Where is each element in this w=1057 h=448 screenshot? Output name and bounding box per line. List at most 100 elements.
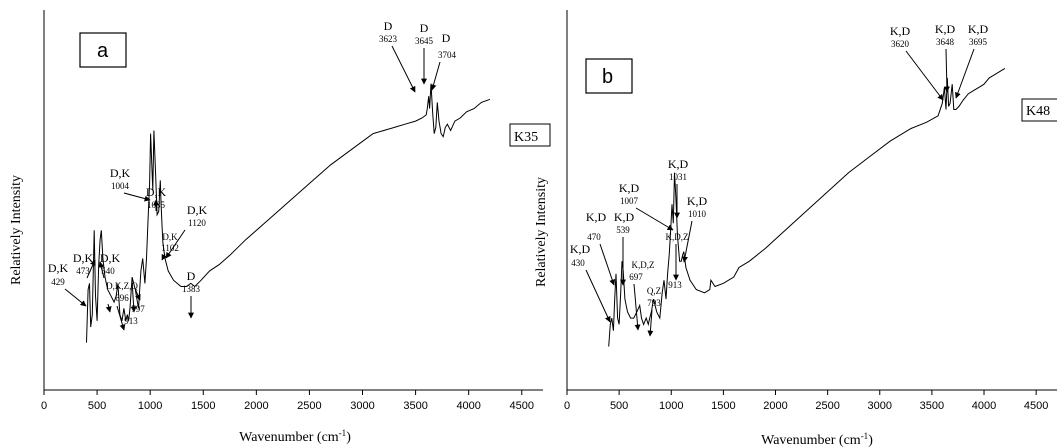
ann-a-3704-value: 3704 [438, 50, 457, 60]
ann-b-913-value: 913 [668, 280, 682, 290]
panel-b-x-label-sup: -1 [861, 431, 869, 441]
panel-a-x-tick-label-0: 0 [41, 400, 47, 412]
panel-a-letter: a [97, 40, 109, 62]
panel-b-x-tick-label-1500: 1500 [711, 400, 735, 412]
panel-b-spectrum-line [608, 67, 1006, 347]
panel-b-annotations: K,D 430 K,D 470 K,D 539 K,D,Z 697 Q,Z 79… [570, 22, 988, 337]
ann-a-1102-arrow [161, 253, 168, 261]
panel-a-sample-label: K35 [514, 130, 538, 145]
ann-b-1031-group: K,D [668, 157, 689, 171]
ann-a-797-arrow [135, 290, 141, 301]
panel-b-x-ticks: 0 500 1000 1500 2000 2500 3000 3500 4000 4500 [564, 390, 1048, 412]
ann-a-540-arrow [98, 261, 105, 279]
panel-b-letter: b [602, 66, 613, 88]
ann-a-1102-group: D,K [162, 232, 178, 242]
ann-b-3620-value: 3620 [891, 39, 910, 49]
panel-b-x-label-close: ) [868, 433, 873, 448]
ann-a-540-group: D,K [100, 251, 121, 265]
ann-b-3648-arrow [943, 48, 950, 93]
ann-b-697-group: K,D,Z [632, 260, 655, 270]
ann-b-3648-group: K,D [935, 22, 956, 36]
panel-a-x-label: Wavenumber (cm-1) [239, 428, 351, 445]
ann-a-429-group: D,K [48, 261, 69, 275]
ann-a-1004-value: 1004 [111, 181, 130, 191]
ann-a-1004-arrow [123, 192, 151, 202]
ann-a-473-arrow [86, 259, 96, 279]
ann-a-3704-arrow [430, 61, 441, 91]
panel-a-x-label-sup: -1 [339, 428, 347, 438]
panel-b-sample-box [1021, 98, 1057, 122]
ann-a-1035-group: D,K [146, 185, 167, 199]
panel-a-x-label-close: ) [346, 430, 351, 445]
ann-a-1004-group: D,K [110, 166, 131, 180]
ann-b-793-group: Q,Z [647, 286, 661, 296]
ann-b-793-value: 793 [647, 298, 661, 308]
ann-b-430-value: 430 [571, 258, 585, 268]
ann-b-1010-value: 1010 [688, 209, 707, 219]
ann-a-3623-group: D [384, 19, 393, 33]
ann-a-753-arrow [116, 305, 126, 331]
ann-b-697-arrow [633, 283, 641, 331]
panel-b-x-tick-label-1000: 1000 [659, 400, 683, 412]
panel-a-x-ticks: 0 500 1000 1500 2000 2500 3000 3500 4000 4500 [41, 390, 534, 412]
ann-a-696-arrow [105, 303, 112, 313]
ann-a-1120-arrow [165, 229, 186, 259]
panel-a-x-tick-label-1500: 1500 [191, 400, 215, 412]
ann-a-3645-value: 3645 [415, 36, 434, 46]
ann-b-1007-arrow [635, 207, 674, 231]
panel-b-y-label: Relatively Intensity [534, 177, 549, 287]
ann-a-473-value: 473 [76, 266, 90, 276]
ann-b-430-arrow [585, 269, 611, 323]
panel-b-sample-label: K48 [1026, 104, 1050, 119]
ann-a-1383-value: 1383 [182, 284, 201, 294]
ann-b-470-group: K,D [586, 210, 607, 224]
panel-b-x-label: Wavenumber (cm-1) [761, 431, 873, 448]
ann-a-1102-value: 1102 [161, 243, 179, 253]
ann-a-1120-value: 1120 [188, 218, 206, 228]
panel-a-x-tick-label-4500: 4500 [510, 400, 534, 412]
ann-a-1120-group: D,K [187, 203, 208, 217]
ann-b-430-group: K,D [570, 242, 591, 256]
ann-a-3704-group: D [442, 31, 451, 45]
panel-b-x-tick-label-4500: 4500 [1024, 400, 1048, 412]
ann-a-753-group: D,K,Z,Q [106, 281, 138, 291]
ann-a-429-value: 429 [51, 277, 65, 287]
ann-b-1010-arrow [682, 220, 693, 263]
ann-b-1031-value: 1031 [669, 172, 687, 182]
ann-a-3623-arrow [391, 45, 416, 93]
ann-b-539-value: 539 [616, 225, 630, 235]
panel-b-x-tick-label-4000: 4000 [972, 400, 996, 412]
ann-a-913-arrow [130, 279, 137, 313]
ann-b-3695-value: 3695 [969, 37, 988, 47]
ann-a-3623-value: 3623 [379, 34, 398, 44]
ann-a-473-group: D,K [73, 251, 94, 265]
ann-b-1010-group: K,D [687, 194, 708, 208]
panel-a-sample-box [509, 123, 551, 147]
panel-b-x-tick-label-2000: 2000 [763, 400, 787, 412]
panel-a-letter-box [79, 32, 127, 68]
panel-a-x-tick-label-2000: 2000 [244, 400, 268, 412]
ann-a-797-value: 797 [131, 304, 145, 314]
panel-a-x-tick-label-3000: 3000 [350, 400, 374, 412]
panel-a-annotations: D,K 429 D,K 473 D,K 540 D,K,Z,Q 696 913 … [48, 19, 457, 331]
panel-a: 0 500 1000 1500 2000 2500 3000 3500 4000 4500 Rel… [9, 10, 551, 445]
ann-a-3645-group: D [420, 21, 429, 35]
ann-b-1007-value: 1007 [620, 196, 639, 206]
ann-b-913-group: K,D,Z [666, 232, 689, 242]
ann-b-3620-group: K,D [890, 24, 911, 38]
ann-b-539-group: K,D [614, 210, 635, 224]
ann-b-3648-value: 3648 [936, 37, 955, 47]
panel-a-x-tick-label-4000: 4000 [456, 400, 480, 412]
ann-a-540-value: 540 [101, 266, 115, 276]
panel-b-x-tick-label-2500: 2500 [815, 400, 839, 412]
panel-a-x-tick-label-1000: 1000 [138, 400, 162, 412]
ann-b-470-value: 470 [587, 232, 601, 242]
ann-b-697-value: 697 [629, 272, 643, 282]
panel-b-letter-box [585, 58, 633, 94]
panel-b-x-tick-label-500: 500 [610, 400, 628, 412]
panel-a-x-tick-label-3500: 3500 [403, 400, 427, 412]
ann-a-429-arrow [64, 288, 87, 307]
panel-a-x-label-main: Wavenumber (cm [239, 430, 339, 445]
panel-a-x-tick-label-2500: 2500 [297, 400, 321, 412]
panel-b-x-label-main: Wavenumber (cm [761, 433, 861, 448]
